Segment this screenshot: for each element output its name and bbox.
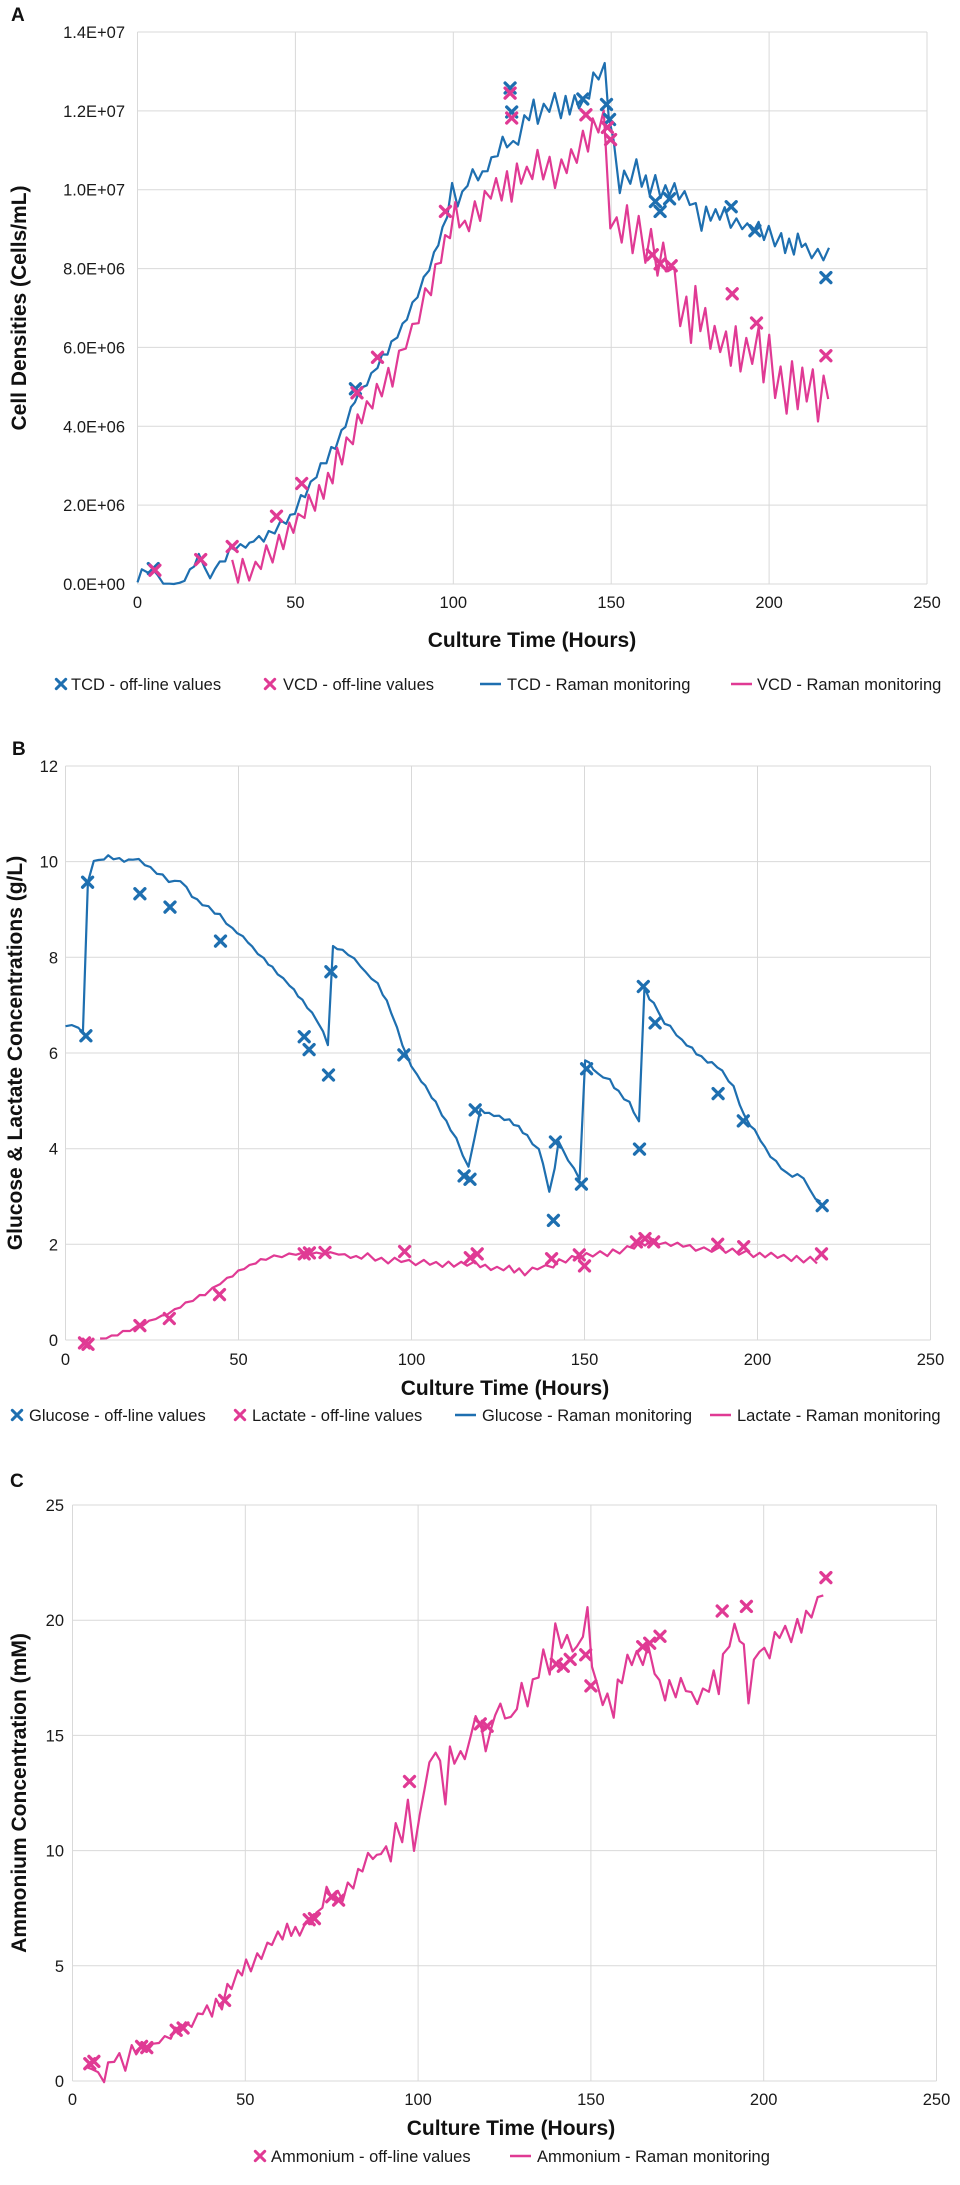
svg-text:Ammonium - off-line values: Ammonium - off-line values <box>271 2148 471 2166</box>
svg-text:1.0E+07: 1.0E+07 <box>63 182 125 200</box>
svg-text:50: 50 <box>286 594 304 612</box>
svg-text:2: 2 <box>49 1236 58 1254</box>
svg-text:8.0E+06: 8.0E+06 <box>63 261 125 279</box>
svg-text:TCD - Raman monitoring: TCD - Raman monitoring <box>507 676 690 694</box>
svg-text:50: 50 <box>236 2091 254 2109</box>
svg-text:Culture Time (Hours): Culture Time (Hours) <box>407 2117 615 2140</box>
svg-text:Ammonium Concentration (mM): Ammonium Concentration (mM) <box>8 1633 31 1953</box>
svg-text:A: A <box>11 5 25 26</box>
svg-text:Culture Time (Hours): Culture Time (Hours) <box>428 629 636 652</box>
svg-text:0: 0 <box>55 2073 64 2091</box>
svg-text:0: 0 <box>133 594 142 612</box>
svg-text:200: 200 <box>744 1351 772 1369</box>
svg-text:10: 10 <box>40 854 58 872</box>
svg-text:Glucose - Raman monitoring: Glucose - Raman monitoring <box>482 1407 692 1425</box>
svg-text:20: 20 <box>46 1612 64 1630</box>
svg-text:Glucose - off-line values: Glucose - off-line values <box>29 1407 206 1425</box>
svg-text:VCD - Raman monitoring: VCD - Raman monitoring <box>757 676 941 694</box>
svg-text:0: 0 <box>68 2091 77 2109</box>
svg-text:15: 15 <box>46 1727 64 1745</box>
svg-text:50: 50 <box>229 1351 247 1369</box>
svg-text:Cell Densities (Cells/mL): Cell Densities (Cells/mL) <box>8 185 31 430</box>
svg-text:10: 10 <box>46 1843 64 1861</box>
svg-text:Ammonium - Raman monitoring: Ammonium - Raman monitoring <box>537 2148 770 2166</box>
svg-text:250: 250 <box>917 1351 945 1369</box>
svg-text:100: 100 <box>440 594 468 612</box>
svg-text:0: 0 <box>61 1351 70 1369</box>
svg-text:100: 100 <box>398 1351 426 1369</box>
svg-text:250: 250 <box>913 594 941 612</box>
svg-text:100: 100 <box>404 2091 432 2109</box>
svg-text:Glucose & Lactate Concentratio: Glucose & Lactate Concentrations (g/L) <box>4 856 27 1250</box>
svg-text:Lactate - Raman monitoring: Lactate - Raman monitoring <box>737 1407 941 1425</box>
svg-text:4: 4 <box>49 1141 58 1159</box>
svg-text:C: C <box>10 1471 24 1492</box>
svg-text:1.4E+07: 1.4E+07 <box>63 24 125 42</box>
svg-text:Lactate - off-line values: Lactate - off-line values <box>252 1407 422 1425</box>
svg-text:B: B <box>12 739 26 760</box>
svg-text:VCD - off-line values: VCD - off-line values <box>283 676 434 694</box>
svg-text:5: 5 <box>55 1958 64 1976</box>
svg-text:250: 250 <box>923 2091 951 2109</box>
svg-text:200: 200 <box>750 2091 778 2109</box>
svg-text:2.0E+06: 2.0E+06 <box>63 497 125 515</box>
svg-text:4.0E+06: 4.0E+06 <box>63 418 125 436</box>
svg-text:0: 0 <box>49 1332 58 1350</box>
svg-text:25: 25 <box>46 1497 64 1515</box>
svg-text:6.0E+06: 6.0E+06 <box>63 339 125 357</box>
svg-text:8: 8 <box>49 949 58 967</box>
svg-text:0.0E+00: 0.0E+00 <box>63 576 125 594</box>
svg-text:150: 150 <box>597 594 625 612</box>
svg-text:200: 200 <box>755 594 783 612</box>
svg-text:12: 12 <box>40 758 58 776</box>
svg-text:6: 6 <box>49 1045 58 1063</box>
svg-text:150: 150 <box>571 1351 599 1369</box>
svg-text:150: 150 <box>577 2091 605 2109</box>
svg-text:1.2E+07: 1.2E+07 <box>63 103 125 121</box>
svg-text:TCD - off-line values: TCD - off-line values <box>71 676 221 694</box>
svg-text:Culture Time (Hours): Culture Time (Hours) <box>401 1377 609 1400</box>
